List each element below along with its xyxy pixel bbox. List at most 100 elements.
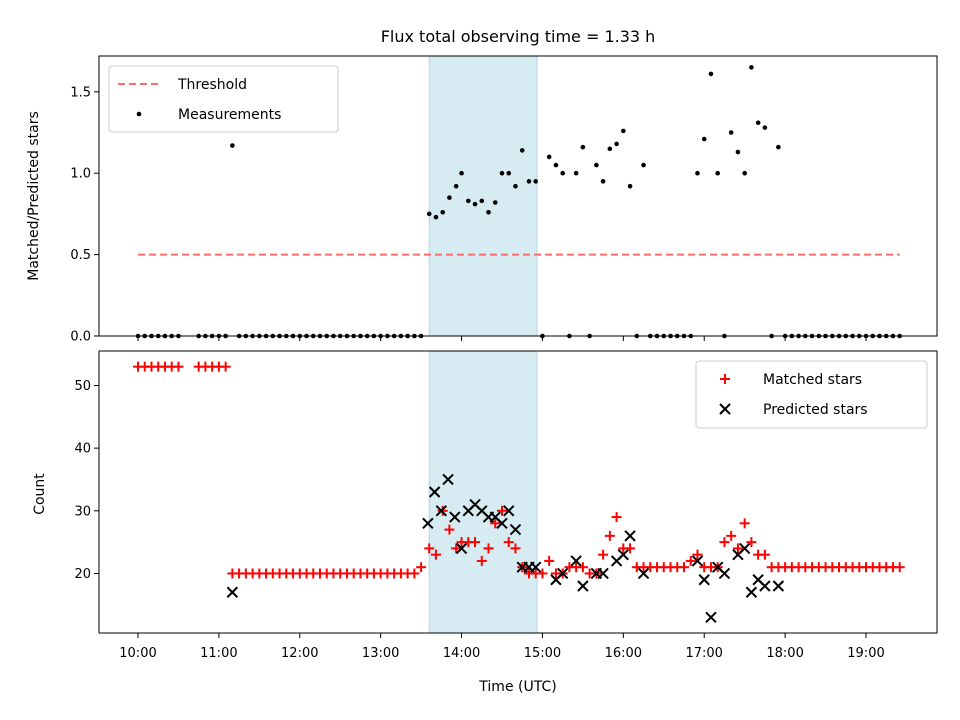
measurement-point bbox=[453, 183, 459, 189]
predicted-point bbox=[759, 580, 771, 592]
measurement-point bbox=[506, 170, 512, 176]
y-tick-label: 30 bbox=[74, 504, 91, 519]
cross-b bbox=[719, 403, 731, 415]
measurement-point bbox=[735, 149, 741, 155]
cross-b bbox=[442, 473, 454, 486]
matched-point bbox=[444, 524, 455, 535]
predicted-point bbox=[738, 542, 751, 555]
legend-threshold-label: Threshold bbox=[177, 77, 247, 93]
measurement-point bbox=[708, 71, 714, 77]
predicted-point bbox=[428, 486, 441, 498]
cross-b bbox=[738, 542, 751, 555]
shaded-interval bbox=[428, 350, 538, 634]
matched-point bbox=[719, 537, 730, 548]
bottom-legend: Matched stars Predicted stars bbox=[695, 360, 928, 429]
matched-point bbox=[430, 549, 441, 560]
bottom-panel: 20 30 40 50 10:00 11:00 12:00 13:00 14:00 15:00 16… bbox=[74, 350, 938, 661]
predicted-point bbox=[422, 517, 434, 530]
matched-point bbox=[476, 555, 487, 566]
matched-point bbox=[470, 537, 481, 548]
matched-point bbox=[497, 505, 507, 516]
y-tick-label: 0.5 bbox=[70, 248, 91, 263]
x-tick-label: 14:00 bbox=[443, 646, 480, 661]
predicted-point bbox=[745, 586, 758, 598]
cross-b bbox=[577, 580, 589, 592]
measurement-point bbox=[755, 120, 761, 126]
x-tick-label: 19:00 bbox=[847, 646, 884, 661]
measurement-point bbox=[546, 154, 552, 160]
matched-point bbox=[732, 543, 743, 554]
measurement-point bbox=[641, 162, 646, 168]
legend-measurements-label: Measurements bbox=[178, 107, 281, 123]
cross-b bbox=[509, 523, 522, 536]
cross-b bbox=[711, 561, 724, 573]
predicted-point bbox=[597, 567, 609, 580]
predicted-point bbox=[449, 511, 461, 523]
y-tick-label: 0.0 bbox=[70, 330, 91, 345]
matched-point bbox=[503, 537, 514, 548]
matched-point bbox=[451, 543, 462, 554]
measurement-point bbox=[533, 179, 539, 184]
predicted-point bbox=[718, 567, 731, 580]
top-legend-box bbox=[108, 65, 339, 133]
measurement-point bbox=[560, 170, 565, 176]
matched-point bbox=[894, 562, 905, 573]
y-tick-label: 20 bbox=[74, 567, 91, 582]
x-tick-label: 10:00 bbox=[119, 646, 156, 661]
predicted-point bbox=[529, 561, 542, 573]
x-tick-label: 18:00 bbox=[766, 646, 803, 661]
measurement-point bbox=[742, 170, 747, 176]
measurement-point bbox=[447, 195, 452, 200]
measurement-point bbox=[513, 183, 518, 189]
y-tick-label: 50 bbox=[74, 379, 91, 394]
measurement-point bbox=[762, 125, 768, 130]
cross-b bbox=[752, 574, 764, 586]
y-tick-label: 1.0 bbox=[70, 167, 91, 182]
measurement-point bbox=[440, 209, 445, 215]
top-plot-frame bbox=[98, 55, 938, 337]
cross-b bbox=[556, 567, 569, 580]
cross-b bbox=[428, 486, 441, 498]
predicted-point bbox=[509, 523, 522, 536]
cross-b bbox=[469, 498, 481, 511]
predicted-point bbox=[556, 567, 569, 580]
predicted-point bbox=[455, 542, 468, 555]
x-tick-label: 12:00 bbox=[281, 646, 318, 661]
matched-point bbox=[598, 549, 609, 560]
cross-b bbox=[637, 567, 650, 580]
predicted-point bbox=[698, 574, 710, 586]
measurement-point bbox=[749, 65, 754, 70]
measurement-point bbox=[715, 170, 721, 176]
y-tick-label: 40 bbox=[74, 442, 91, 457]
matched-point bbox=[409, 568, 420, 579]
predicted-point bbox=[496, 517, 508, 530]
measurement-point bbox=[433, 214, 439, 220]
cross-b bbox=[705, 611, 717, 624]
x-tick-label: 16:00 bbox=[605, 646, 642, 661]
matched-point bbox=[424, 543, 435, 554]
matched-point bbox=[544, 555, 555, 566]
predicted-point bbox=[503, 505, 515, 517]
measurement-point bbox=[459, 170, 464, 176]
measurement-point bbox=[607, 146, 613, 152]
measurement-point bbox=[465, 198, 471, 204]
predicted-point bbox=[617, 548, 630, 561]
measurement-point bbox=[580, 144, 586, 150]
measurement-point bbox=[492, 200, 498, 205]
y-tick-label: 1.5 bbox=[70, 85, 91, 100]
cross-b bbox=[449, 511, 461, 523]
predicted-point bbox=[637, 567, 650, 580]
cross-b bbox=[570, 555, 582, 567]
measurement-point bbox=[627, 183, 633, 189]
predicted-point bbox=[442, 473, 454, 486]
matched-point bbox=[625, 543, 636, 554]
matched-point bbox=[739, 518, 750, 529]
matched-point bbox=[483, 543, 494, 554]
top-panel: 0.0 0.5 1.0 1.5 Threshold Measurements bbox=[70, 55, 938, 345]
cross-b bbox=[489, 511, 501, 523]
x-axis-label: Time (UTC) bbox=[478, 679, 556, 695]
predicted-point bbox=[570, 555, 582, 567]
cross-b bbox=[226, 586, 239, 598]
measurement-point bbox=[519, 148, 525, 153]
